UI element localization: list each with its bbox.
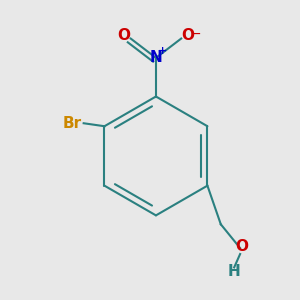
Text: O: O — [181, 28, 194, 43]
Text: H: H — [228, 264, 241, 279]
Text: Br: Br — [62, 116, 81, 131]
Text: O: O — [118, 28, 130, 43]
Text: N: N — [150, 50, 162, 65]
Text: −: − — [192, 29, 201, 39]
Text: O: O — [235, 239, 248, 254]
Text: +: + — [158, 46, 167, 56]
